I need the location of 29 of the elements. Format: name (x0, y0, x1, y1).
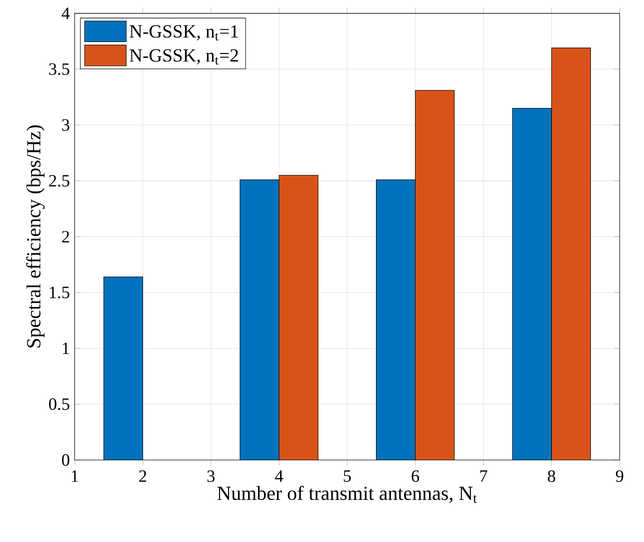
x-tick-label: 2 (139, 470, 146, 482)
bar (278, 174, 318, 460)
x-tick-label: 7 (480, 470, 488, 482)
x-axis-title: Number of transmit antennas, N$_{t}$ (217, 486, 477, 503)
y-tick-label: 0 (62, 454, 70, 466)
x-tick-label: 1 (72, 470, 78, 482)
bar (551, 48, 591, 460)
x-tick-label: 6 (412, 470, 420, 482)
x-tick-label: 4 (275, 470, 284, 482)
x-tick-label: 3 (207, 470, 215, 482)
x-tick-label: 5 (344, 470, 351, 482)
y-tick-label: 1.5 (50, 286, 70, 298)
bar (415, 90, 455, 460)
bar (240, 179, 280, 460)
y-tick-label: 3 (62, 119, 70, 131)
bar (512, 108, 552, 460)
y-tick-label: 2.5 (49, 174, 70, 187)
y-tick-label: 3.5 (49, 63, 70, 76)
y-tick-label: 2 (62, 230, 70, 242)
legend-label: N-GSSK, n$_{t}$=1 (130, 25, 238, 40)
x-tick-label: 9 (616, 470, 624, 482)
x-tick-label: 8 (548, 470, 556, 482)
legend-label: N-GSSK, n$_{t}$=2 (130, 49, 238, 65)
bar (103, 276, 144, 460)
y-tick-label: 0.5 (49, 398, 70, 410)
y-tick-label: 4 (62, 8, 70, 20)
y-axis-title: Spectral efficiency (bps/Hz) (26, 125, 45, 348)
bar (376, 179, 416, 460)
y-tick-label: 1 (62, 342, 69, 354)
